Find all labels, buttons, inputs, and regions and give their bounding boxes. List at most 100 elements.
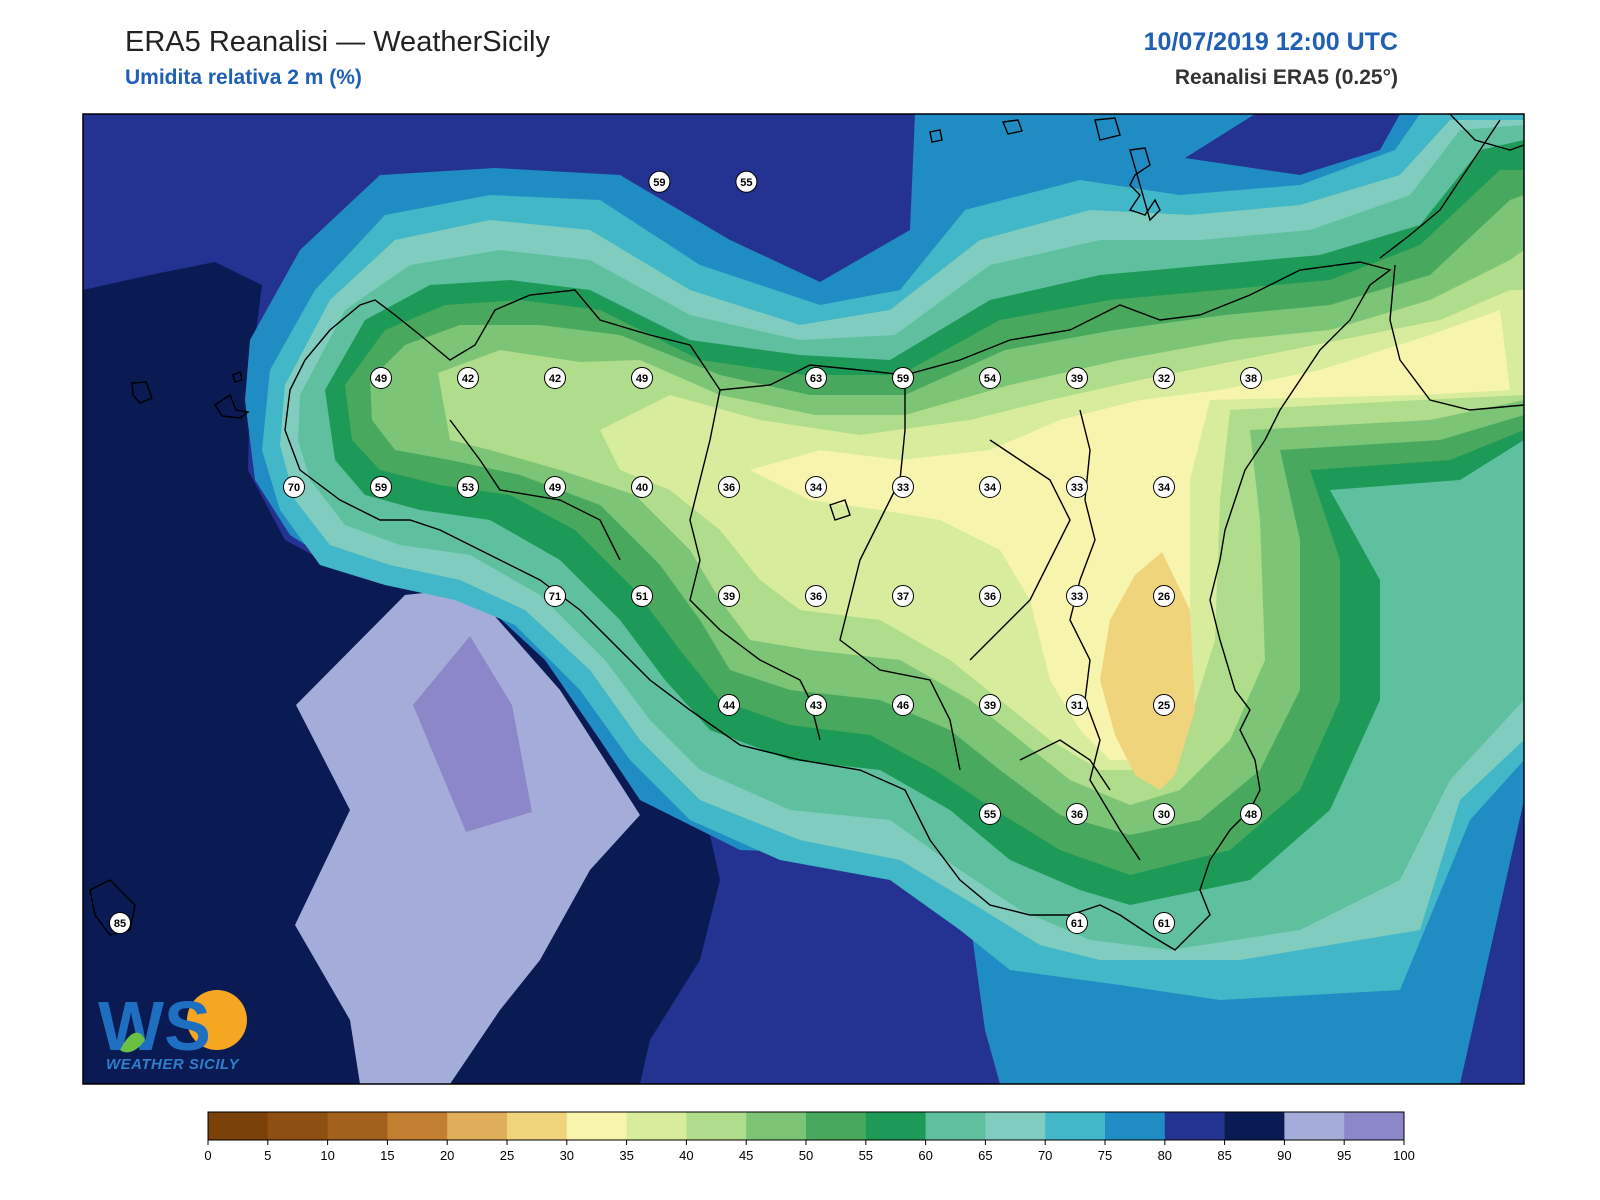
station-circle <box>892 476 914 498</box>
station-circle <box>1066 912 1088 934</box>
colorbar-tick-label: 40 <box>679 1148 693 1163</box>
station-marker: 85 <box>109 912 131 934</box>
station-value: 55 <box>984 809 996 821</box>
station-circle <box>805 585 827 607</box>
station-circle <box>1066 367 1088 389</box>
station-value: 39 <box>1071 373 1083 385</box>
station-marker: 33 <box>892 476 914 498</box>
colorbar-tick-label: 25 <box>500 1148 514 1163</box>
station-marker: 61 <box>1153 912 1175 934</box>
colorbar-tick-label: 65 <box>978 1148 992 1163</box>
station-marker: 49 <box>544 476 566 498</box>
station-circle <box>457 367 479 389</box>
station-circle <box>544 585 566 607</box>
logo-letters: WS <box>98 987 211 1065</box>
colorbar-tick-label: 60 <box>918 1148 932 1163</box>
station-marker: 71 <box>544 585 566 607</box>
station-value: 54 <box>984 373 997 385</box>
station-marker: 33 <box>1066 476 1088 498</box>
station-circle <box>1153 476 1175 498</box>
logo-name: WEATHER SICILY <box>106 1056 240 1073</box>
station-marker: 49 <box>370 367 392 389</box>
colorbar-segment <box>447 1112 508 1140</box>
station-circle <box>718 476 740 498</box>
station-circle <box>979 367 1001 389</box>
station-circle <box>892 585 914 607</box>
station-marker: 38 <box>1240 367 1262 389</box>
station-value: 63 <box>810 373 822 385</box>
station-circle <box>1066 803 1088 825</box>
contour-field <box>83 114 1524 1084</box>
station-value: 25 <box>1158 700 1170 712</box>
station-value: 37 <box>897 591 909 603</box>
station-circle <box>892 694 914 716</box>
station-marker: 48 <box>1240 803 1262 825</box>
station-value: 39 <box>984 700 996 712</box>
colorbar-segment <box>387 1112 448 1140</box>
station-marker: 25 <box>1153 694 1175 716</box>
station-value: 33 <box>1071 482 1083 494</box>
station-circle <box>1066 476 1088 498</box>
station-marker: 34 <box>805 476 827 498</box>
station-circle <box>631 476 653 498</box>
station-markers: 59 55 49 42 42 49 63 59 54 39 32 38 70 59 53 49 40 36 34 33… <box>109 170 1262 934</box>
station-marker: 39 <box>718 585 740 607</box>
colorbar-segment <box>208 1112 269 1140</box>
station-marker: 32 <box>1153 367 1175 389</box>
station-circle <box>805 476 827 498</box>
station-circle <box>1240 367 1262 389</box>
station-value: 36 <box>1071 809 1083 821</box>
station-value: 34 <box>984 482 997 494</box>
map-title: ERA5 Reanalisi — WeatherSicily <box>125 26 550 58</box>
station-marker: 44 <box>718 694 740 716</box>
station-circle <box>718 585 740 607</box>
station-value: 36 <box>984 591 996 603</box>
station-marker: 51 <box>631 585 653 607</box>
station-value: 42 <box>549 373 561 385</box>
station-value: 34 <box>1158 482 1171 494</box>
station-value: 51 <box>636 591 648 603</box>
station-value: 31 <box>1071 700 1083 712</box>
station-marker: 34 <box>979 476 1001 498</box>
station-value: 49 <box>636 373 648 385</box>
station-circle <box>979 585 1001 607</box>
station-marker: 34 <box>1153 476 1175 498</box>
colorbar-segment <box>327 1112 388 1140</box>
station-marker: 30 <box>1153 803 1175 825</box>
station-value: 42 <box>462 373 474 385</box>
station-marker: 39 <box>979 694 1001 716</box>
station-marker: 61 <box>1066 912 1088 934</box>
station-value: 59 <box>897 373 909 385</box>
variable-label: Umidita relativa 2 m (%) <box>125 66 362 89</box>
colorbar-tick-label: 80 <box>1158 1148 1172 1163</box>
station-value: 71 <box>549 591 561 603</box>
islands <box>89 117 1161 936</box>
colorbar-tick-label: 10 <box>320 1148 334 1163</box>
station-circle <box>544 476 566 498</box>
station-value: 61 <box>1071 918 1083 930</box>
colorbar-tick-label: 70 <box>1038 1148 1052 1163</box>
station-marker: 26 <box>1153 585 1175 607</box>
colorbar-segment <box>507 1112 568 1140</box>
station-value: 39 <box>723 591 735 603</box>
station-value: 49 <box>375 373 387 385</box>
station-circle <box>370 367 392 389</box>
datetime-label: 10/07/2019 12:00 UTC <box>1143 28 1398 56</box>
station-marker: 70 <box>283 476 305 498</box>
station-value: 59 <box>375 482 387 494</box>
colorbar-segment <box>1105 1112 1166 1140</box>
station-marker: 31 <box>1066 694 1088 716</box>
station-value: 70 <box>288 482 300 494</box>
station-marker: 59 <box>648 170 671 193</box>
map-frame <box>82 113 1525 1085</box>
colorbar-tick-label: 15 <box>380 1148 394 1163</box>
colorbar-tick-label: 20 <box>440 1148 454 1163</box>
colorbar-segment <box>267 1112 329 1140</box>
station-circle <box>1153 367 1175 389</box>
station-circle <box>892 367 914 389</box>
station-marker: 55 <box>735 170 758 193</box>
station-circle <box>805 694 827 716</box>
station-circle <box>1240 803 1262 825</box>
colorbar-tick-label: 50 <box>799 1148 813 1163</box>
